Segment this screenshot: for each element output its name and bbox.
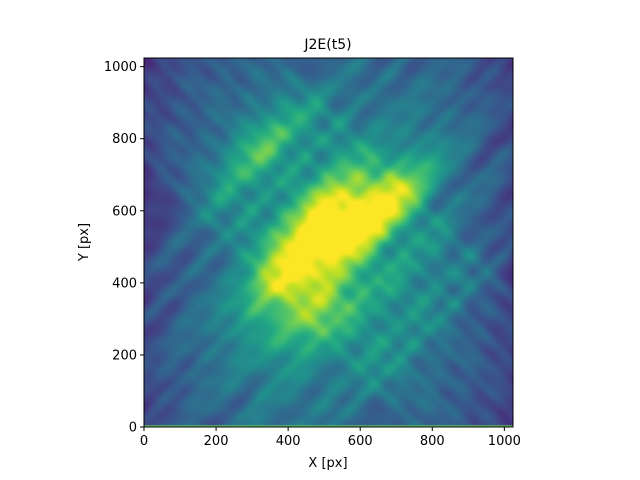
plot-frame [143,57,514,428]
heatmap-image [144,58,513,427]
y-tick-label: 600 [112,204,137,219]
y-tick-label: 1000 [104,60,137,75]
x-tick-label: 0 [140,434,148,449]
chart-title: J2E(t5) [303,37,351,53]
y-tick-label: 800 [112,132,137,147]
y-tick-label: 400 [112,276,137,291]
y-tick-label: 200 [112,348,137,363]
x-tick-label: 800 [420,434,445,449]
y-tick-label: 0 [129,421,137,436]
y-axis: 0 200 400 600 800 1000 [104,60,144,436]
x-tick-label: 1000 [488,434,521,449]
y-axis-label: Y [px] [77,223,92,262]
x-tick-label: 200 [204,434,229,449]
heatmap-plot-area [143,57,514,428]
x-tick-label: 600 [348,434,373,449]
x-axis-label: X [px] [308,456,347,471]
x-tick-label: 400 [276,434,301,449]
x-axis: 0 200 400 600 800 1000 [140,427,521,449]
